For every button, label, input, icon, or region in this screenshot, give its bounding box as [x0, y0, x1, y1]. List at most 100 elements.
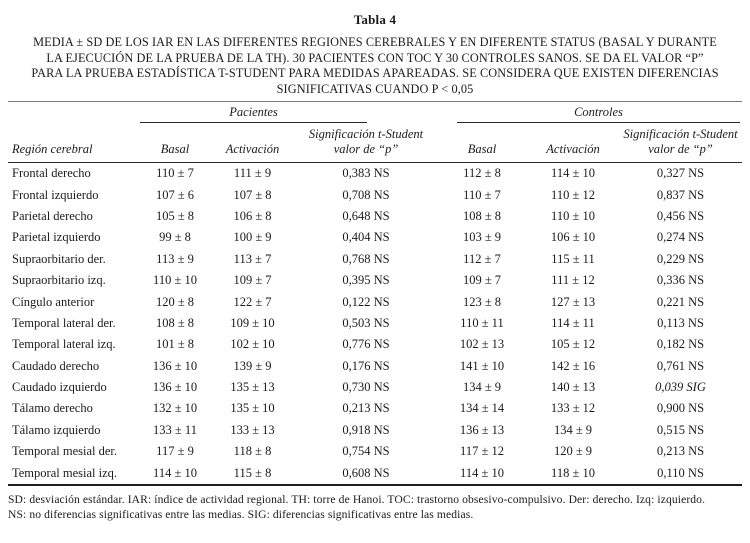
value-cell: 106 ± 10 [550, 230, 596, 245]
value-cell: 136 ± 13 [459, 422, 505, 437]
value-cell: 0,503 NS [342, 315, 390, 330]
table-row: Cíngulo anterior 120 ± 8 122 ± 7 0,122 NS 12… [8, 291, 742, 312]
table-row: Supraorbitario izq. 110 ± 10 109 ± 7 0,395 … [8, 270, 742, 291]
value-cell: 0,404 NS [342, 230, 390, 245]
value-cell: 110 ± 7 [463, 187, 501, 202]
value-cell: 120 ± 9 [553, 444, 593, 459]
region-cell: Supraorbitario izq. [12, 273, 106, 288]
group-header-pacientes: Pacientes [140, 102, 437, 123]
value-cell: 115 ± 8 [210, 462, 295, 486]
value-cell: 111 ± 12 [551, 273, 595, 288]
value-cell: 132 ± 10 [152, 401, 198, 416]
value-cell: 111 ± 9 [233, 166, 272, 181]
group-header-row: Pacientes Controles [8, 102, 742, 123]
region-cell: Tálamo derecho [12, 401, 93, 416]
table-caption: MEDIA ± SD DE LOS IAR EN LAS DIFERENTES … [8, 35, 742, 97]
value-cell: 112 ± 8 [463, 166, 501, 181]
value-cell: 0,327 NS [656, 166, 705, 181]
group-label-controles: Controles [574, 105, 623, 119]
value-cell: 135 ± 10 [230, 401, 275, 416]
caption-line: LA EJECUCIÓN DE LA PRUEBA DE LA TH). 30 … [46, 50, 704, 65]
table-row: Caudado derecho 136 ± 10 139 ± 9 0,176 NS 14… [8, 356, 742, 377]
value-cell: 0,761 NS [656, 358, 705, 373]
group-header-controles: Controles [437, 102, 742, 123]
value-cell: 0,515 NS [656, 422, 705, 437]
value-cell: 0,122 NS [342, 294, 390, 309]
value-cell: 134 ± 9 [553, 422, 593, 437]
value-cell: 0,395 NS [342, 273, 390, 288]
col-header-significacion-controles: Significación t-Student valor de “p” [619, 123, 743, 163]
value-cell: 0,274 NS [656, 230, 705, 245]
value-cell: 123 ± 8 [462, 294, 502, 309]
value-cell: 109 ± 7 [462, 273, 502, 288]
value-cell: 0,900 NS [656, 401, 705, 416]
value-cell: 0,768 NS [342, 251, 390, 266]
value-cell: 133 ± 12 [550, 401, 596, 416]
value-cell: 105 ± 12 [550, 337, 596, 352]
value-cell: 140 ± 13 [550, 380, 596, 395]
value-cell: 141 ± 10 [459, 358, 505, 373]
value-cell: 120 ± 8 [155, 294, 195, 309]
value-cell: 103 ± 9 [462, 230, 502, 245]
value-cell: 0,182 NS [656, 337, 705, 352]
value-cell: 109 ± 10 [230, 315, 275, 330]
value-cell: 0,213 NS [342, 401, 390, 416]
region-cell: Parietal derecho [12, 208, 93, 223]
value-cell: 118 ± 10 [527, 462, 619, 486]
value-cell: 110 ± 11 [460, 315, 504, 330]
value-cell: 0,708 NS [342, 187, 390, 202]
region-cell: Frontal izquierdo [12, 187, 99, 202]
value-cell: 0,456 NS [656, 208, 705, 223]
value-cell: 0,608 NS [295, 462, 437, 486]
caption-line: PARA LA PRUEBA ESTADÍSTICA T-STUDENT PAR… [31, 66, 719, 80]
region-cell: Tálamo izquierdo [12, 422, 101, 437]
table-row: Parietal derecho 105 ± 8 106 ± 8 0,648 NS 10… [8, 206, 742, 227]
value-cell: 0,730 NS [342, 380, 390, 395]
table-body: Frontal derecho 110 ± 7 111 ± 9 0,383 NS 112… [8, 163, 743, 486]
table-row: Parietal izquierdo 99 ± 8 100 ± 9 0,404 NS 1… [8, 227, 742, 248]
value-cell: 100 ± 9 [233, 230, 272, 245]
table-footnotes: SD: desviación estándar. IAR: índice de … [8, 492, 742, 522]
value-cell: 0,776 NS [342, 337, 390, 352]
value-cell: 117 ± 9 [156, 444, 194, 459]
value-cell: 113 ± 9 [156, 251, 194, 266]
region-cell: Temporal mesial izq. [8, 462, 140, 486]
value-cell: 101 ± 8 [155, 337, 195, 352]
value-cell: 102 ± 13 [459, 337, 505, 352]
value-cell: 108 ± 8 [155, 315, 195, 330]
value-cell: 0,383 NS [342, 166, 390, 181]
value-cell: 0,918 NS [342, 422, 390, 437]
table-row: Temporal mesial der. 117 ± 9 118 ± 8 0,754 … [8, 441, 742, 462]
table-row: Temporal lateral der. 108 ± 8 109 ± 10 0,50… [8, 313, 742, 334]
table-title: Tabla 4 [353, 12, 397, 27]
value-cell: 99 ± 8 [159, 230, 191, 245]
col-header-activacion-pacientes: Activación [210, 123, 295, 163]
value-cell: 122 ± 7 [233, 294, 272, 309]
table-row: Frontal derecho 110 ± 7 111 ± 9 0,383 NS 112… [8, 163, 742, 185]
region-cell: Temporal mesial der. [12, 444, 117, 459]
value-cell: 0,176 NS [342, 358, 390, 373]
table-row: Tálamo derecho 132 ± 10 135 ± 10 0,213 NS 13… [8, 398, 742, 419]
region-cell: Frontal derecho [12, 166, 91, 181]
value-cell: 108 ± 8 [462, 208, 502, 223]
region-cell: Temporal lateral der. [12, 315, 116, 330]
value-cell: 105 ± 8 [155, 208, 195, 223]
footnote-line: SD: desviación estándar. IAR: índice de … [8, 492, 706, 506]
value-cell: 110 ± 12 [551, 187, 595, 202]
footnote-line: NS: no diferencias significativas entre … [8, 507, 474, 521]
value-cell: 114 ± 10 [140, 462, 210, 486]
value-cell: 133 ± 13 [230, 422, 275, 437]
value-cell: 0,336 NS [656, 273, 705, 288]
value-cell: 110 ± 10 [551, 208, 595, 223]
value-cell: 0,754 NS [342, 444, 390, 459]
col-header-activacion-controles: Activación [527, 123, 619, 163]
value-cell: 118 ± 8 [233, 444, 272, 459]
value-cell: 139 ± 9 [233, 358, 272, 373]
value-cell: 0,648 NS [342, 208, 390, 223]
value-cell: 112 ± 7 [463, 251, 501, 266]
region-cell: Parietal izquierdo [12, 230, 101, 245]
value-cell: 142 ± 16 [550, 358, 596, 373]
value-cell: 114 ± 10 [551, 166, 595, 181]
col-header-basal-controles: Basal [437, 123, 527, 163]
value-cell: 114 ± 10 [437, 462, 527, 486]
